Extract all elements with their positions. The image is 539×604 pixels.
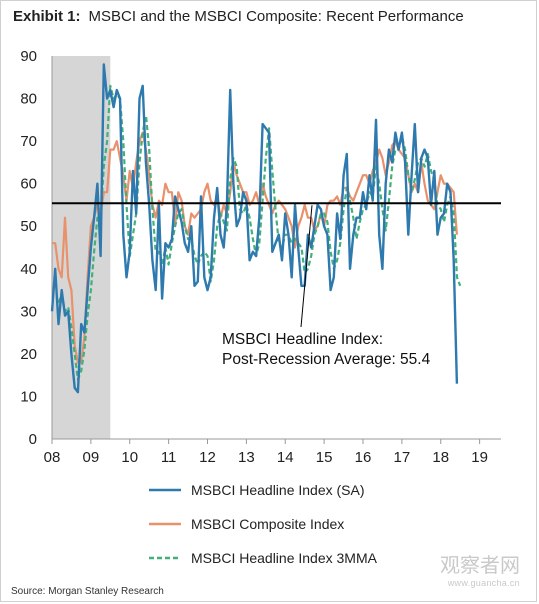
- source-note: Source: Morgan Stanley Research: [11, 586, 164, 597]
- y-tick-label: 60: [20, 176, 37, 193]
- annotation-pointer: [300, 205, 313, 328]
- y-tick-label: 10: [20, 388, 37, 405]
- y-tick-label: 70: [20, 133, 37, 150]
- series-group: [50, 63, 462, 394]
- legend-label-composite: MSBCI Composite Index: [191, 516, 344, 532]
- y-tick-label: 80: [20, 91, 37, 108]
- watermark-sub: www.guancha.cn: [447, 578, 520, 588]
- annotation-line-2: Post-Recession Average: 55.4: [222, 351, 431, 368]
- x-tick-label: 16: [355, 449, 372, 466]
- watermark: 观察者网 www.guancha.cn: [440, 549, 520, 588]
- x-tick-label: 19: [471, 449, 488, 466]
- x-tick-label: 17: [394, 449, 411, 466]
- x-tick-label: 14: [277, 449, 294, 466]
- x-tick-label: 13: [238, 449, 255, 466]
- annotation-line-1: MSBCI Headline Index:: [222, 331, 383, 348]
- y-tick-label: 40: [20, 261, 37, 278]
- x-tick-label: 08: [44, 449, 61, 466]
- y-tick-label: 20: [20, 346, 37, 363]
- x-ticks: 08 09 10 11 12 13 14 15 16 17 18 19: [44, 439, 488, 466]
- x-tick-label: 15: [316, 449, 333, 466]
- exhibit-label: Exhibit 1:: [13, 8, 81, 25]
- y-tick-label: 0: [29, 431, 37, 448]
- watermark-main: 观察者网: [440, 555, 520, 577]
- y-ticks: 0 10 20 30 40 50 60 70 80 90: [20, 48, 37, 448]
- legend-label-headline: MSBCI Headline Index (SA): [191, 482, 365, 498]
- title-text: MSBCI and the MSBCI Composite: Recent Pe…: [88, 8, 464, 25]
- x-tick-label: 18: [432, 449, 449, 466]
- x-tick-label: 10: [121, 449, 138, 466]
- legend-label-3mma: MSBCI Headline Index 3MMA: [191, 550, 378, 566]
- legend: MSBCI Headline Index (SA) MSBCI Composit…: [149, 482, 378, 566]
- y-tick-label: 90: [20, 48, 37, 65]
- series-line-composite: [52, 131, 458, 364]
- y-tick-label: 30: [20, 303, 37, 320]
- x-tick-label: 09: [83, 449, 100, 466]
- axes: [51, 56, 501, 440]
- chart-title: Exhibit 1: MSBCI and the MSBCI Composite:…: [13, 8, 464, 25]
- series-line-headline: [50, 63, 459, 394]
- x-tick-label: 11: [161, 449, 177, 466]
- y-tick-label: 50: [20, 218, 37, 235]
- x-tick-label: 12: [199, 449, 216, 466]
